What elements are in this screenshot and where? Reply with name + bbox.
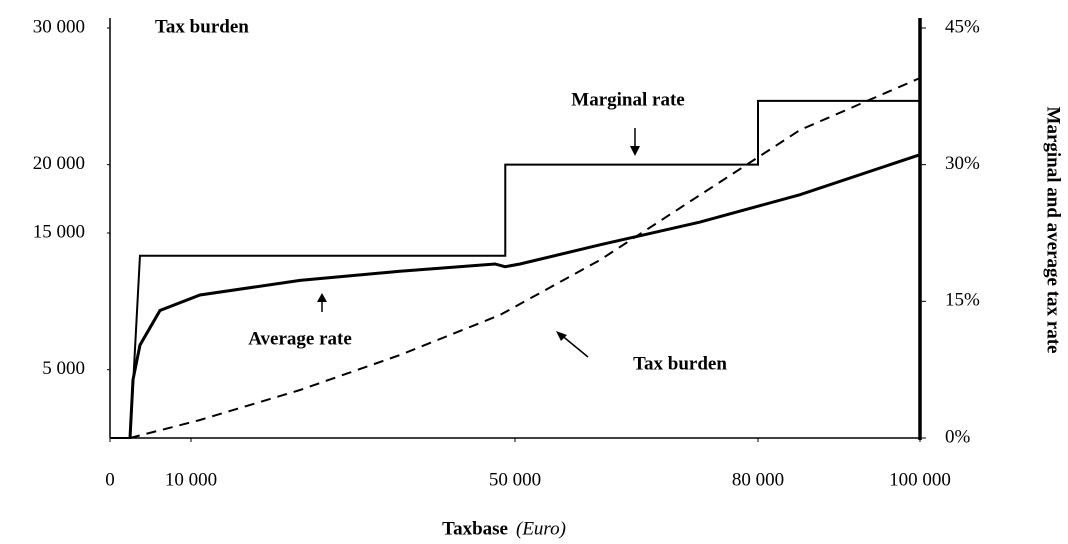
x-tick-label: 0 — [105, 469, 115, 490]
y-tick-label: 5 000 — [42, 358, 85, 379]
arrow — [559, 333, 589, 358]
x-tick-label: 50 000 — [489, 469, 541, 490]
x-tick-label: 80 000 — [732, 469, 784, 490]
y2-tick-label: 15% — [945, 290, 980, 311]
y-tick-label: 30 000 — [33, 16, 85, 37]
arrow-head — [630, 146, 640, 156]
arrow-head — [317, 293, 327, 302]
y2-axis-label: Marginal and average tax rate — [1043, 107, 1064, 354]
x-axis-label: Taxbase — [442, 518, 508, 539]
x-tick-label: 10 000 — [165, 469, 217, 490]
series-line — [110, 99, 920, 439]
arrow-head — [556, 331, 567, 341]
y-tick-label: 20 000 — [33, 153, 85, 174]
series-label: Average rate — [248, 328, 352, 349]
series-line — [128, 153, 921, 439]
y2-tick-label: 30% — [945, 153, 980, 174]
series-label: Marginal rate — [571, 89, 684, 110]
series-label: Tax burden — [633, 353, 727, 374]
y-axis-label: Tax burden — [155, 16, 249, 37]
x-tick-label: 100 000 — [889, 469, 951, 490]
y2-tick-label: 0% — [945, 426, 971, 447]
y2-tick-label: 45% — [945, 16, 980, 37]
series-line — [129, 77, 921, 439]
y-tick-label: 15 000 — [33, 221, 85, 242]
x-axis-unit: (Euro) — [516, 518, 566, 539]
